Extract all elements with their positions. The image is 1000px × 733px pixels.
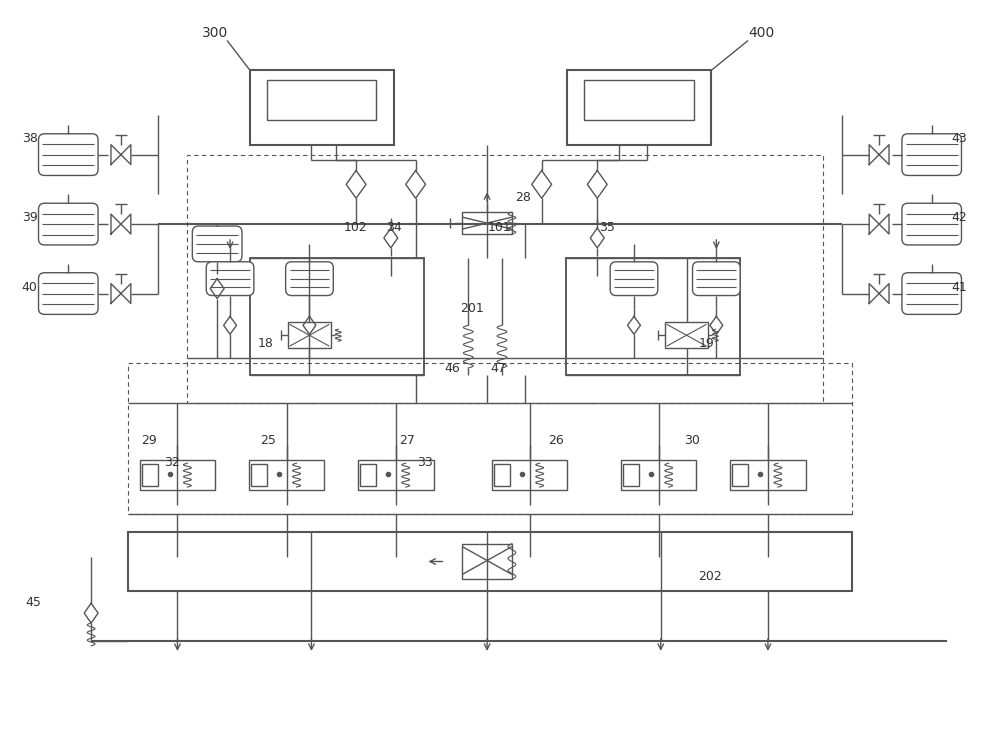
Text: 300: 300 [202,26,229,40]
Bar [462,544,512,579]
Bar [360,464,376,486]
Bar [142,464,158,486]
Bar [251,464,267,486]
Bar [621,460,696,490]
Text: 34: 34 [386,221,402,234]
FancyBboxPatch shape [902,203,961,245]
Text: 33: 33 [417,456,432,469]
Text: 40: 40 [22,281,38,293]
Text: 46: 46 [444,362,460,375]
Text: 19: 19 [698,337,714,350]
FancyBboxPatch shape [693,262,740,295]
FancyBboxPatch shape [39,203,98,245]
Text: 41: 41 [952,281,967,293]
Bar [730,460,806,490]
Text: 28: 28 [515,191,531,205]
Bar [462,212,512,234]
Text: 39: 39 [22,211,37,224]
FancyBboxPatch shape [902,273,961,314]
Text: 201: 201 [460,303,484,315]
Bar [732,464,748,486]
Bar [249,460,324,490]
Text: 202: 202 [698,570,722,583]
Text: 26: 26 [548,435,563,447]
Text: 45: 45 [26,596,41,609]
FancyBboxPatch shape [192,226,242,262]
Bar [492,460,567,490]
Bar [494,464,510,486]
Text: 400: 400 [748,26,774,40]
Text: 42: 42 [952,211,967,224]
Text: 101: 101 [488,221,512,234]
Text: 25: 25 [260,435,276,447]
Bar [250,70,394,144]
Bar [358,460,434,490]
Bar [267,80,376,120]
FancyBboxPatch shape [902,134,961,175]
FancyBboxPatch shape [286,262,333,295]
Text: 27: 27 [399,435,415,447]
FancyBboxPatch shape [39,273,98,314]
Text: 47: 47 [490,362,506,375]
Text: 43: 43 [952,132,967,144]
Bar [187,155,823,402]
Text: 38: 38 [22,132,38,144]
Bar [566,258,740,375]
Text: 18: 18 [258,337,274,350]
Bar [128,531,852,592]
Bar [567,70,711,144]
Text: 35: 35 [599,221,615,234]
FancyBboxPatch shape [610,262,658,295]
FancyBboxPatch shape [39,134,98,175]
Bar [584,80,694,120]
Bar [288,323,331,348]
FancyBboxPatch shape [206,262,254,295]
Bar [665,323,708,348]
Text: 29: 29 [141,435,156,447]
Bar [140,460,215,490]
Bar [128,363,852,514]
Text: 30: 30 [684,435,699,447]
Bar [623,464,639,486]
Text: 32: 32 [165,456,180,469]
Text: 102: 102 [343,221,367,234]
Bar [250,258,424,375]
